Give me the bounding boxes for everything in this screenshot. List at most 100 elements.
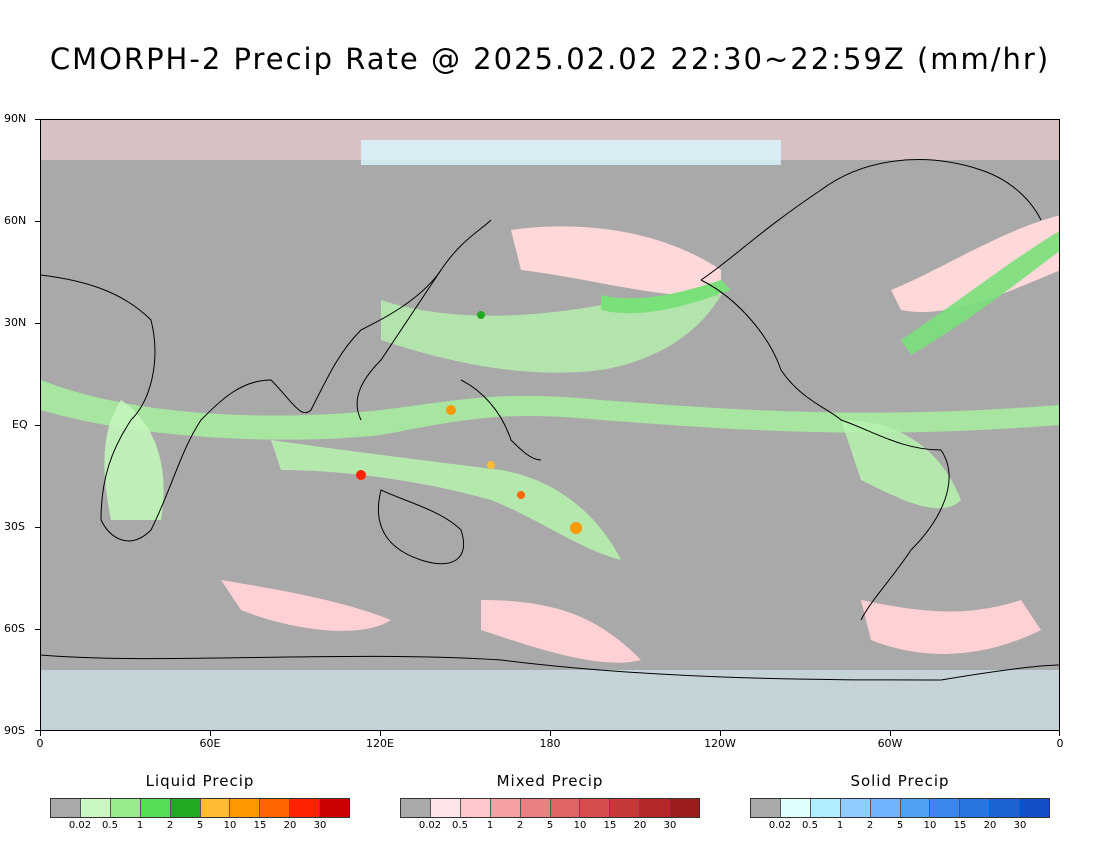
legend-swatch xyxy=(810,799,841,817)
npacific-mixed-area xyxy=(511,226,721,296)
x-tick xyxy=(890,731,891,736)
npacific-liquid-area xyxy=(381,295,721,373)
y-label-30n: 30N xyxy=(4,316,27,329)
natlantic-mixed-area xyxy=(891,215,1059,312)
legend-tick-label: 1 xyxy=(136,820,144,831)
legend-tick-label: 2 xyxy=(516,820,524,831)
legend-swatch xyxy=(140,799,171,817)
x-label-180: 180 xyxy=(539,737,561,750)
x-label-120w: 120W xyxy=(704,737,736,750)
x-label-120e: 120E xyxy=(366,737,394,750)
legend-tick-label: 10 xyxy=(223,820,237,831)
legend-swatch xyxy=(640,799,671,817)
spcz-band xyxy=(271,440,621,560)
legend-tick-label: 15 xyxy=(603,820,617,831)
y-label-90n: 90N xyxy=(4,112,27,125)
legend-swatch xyxy=(580,799,611,817)
y-label-60n: 60N xyxy=(4,214,27,227)
y-tick xyxy=(35,323,40,324)
legend-swatch xyxy=(550,799,581,817)
y-tick xyxy=(35,221,40,222)
legend-tick-label: 10 xyxy=(923,820,937,831)
atlantic-front xyxy=(901,231,1059,355)
x-tick xyxy=(550,731,551,736)
legend-swatch xyxy=(110,799,141,817)
legend-swatch xyxy=(230,799,261,817)
legend-swatch xyxy=(930,799,961,817)
heavy-precip-cell xyxy=(477,311,485,319)
legend-tick-label: 0.5 xyxy=(102,820,118,831)
legend-liquid: Liquid Precip 0.02 0.5 1 2 5 10 15 20 30 xyxy=(50,772,350,832)
y-tick xyxy=(35,425,40,426)
x-label-0: 0 xyxy=(36,737,44,750)
legend-swatch xyxy=(170,799,201,817)
heavy-precip-cell xyxy=(517,491,525,499)
south-atlantic-mixed xyxy=(861,600,1041,654)
coastlines xyxy=(41,159,1059,681)
legend-swatch xyxy=(401,799,431,817)
legend-tick-label: 5 xyxy=(546,820,554,831)
x-label-60e: 60E xyxy=(199,737,221,750)
africa-liquid-area xyxy=(104,400,164,520)
legend-tick-label: 1 xyxy=(836,820,844,831)
legend-swatch xyxy=(80,799,111,817)
legend-tick-label: 1 xyxy=(486,820,494,831)
legend-tick-label: 15 xyxy=(253,820,267,831)
y-label-eq: EQ xyxy=(12,418,28,431)
legend-swatch xyxy=(520,799,551,817)
legend-tick-label: 5 xyxy=(896,820,904,831)
legend-ticks: 0.02 0.5 1 2 5 10 15 20 30 xyxy=(400,818,700,832)
legend-swatch xyxy=(1020,799,1050,817)
legend-tick-label: 30 xyxy=(313,820,327,831)
heavy-precip-cell xyxy=(356,470,366,480)
x-tick xyxy=(210,731,211,736)
legend-swatch xyxy=(780,799,811,817)
legend-swatch xyxy=(430,799,461,817)
precip-map xyxy=(40,119,1060,731)
legend-tick-label: 30 xyxy=(663,820,677,831)
x-tick xyxy=(720,731,721,736)
x-label-60w: 60W xyxy=(877,737,903,750)
precip-map-svg xyxy=(41,120,1059,730)
heavy-precip-cell xyxy=(487,461,495,469)
y-label-90s: 90S xyxy=(4,724,25,737)
y-label-30s: 30S xyxy=(4,520,25,533)
legend-swatch xyxy=(610,799,641,817)
heavy-precip-cell xyxy=(446,405,456,415)
legend-swatch xyxy=(260,799,291,817)
legend-title: Solid Precip xyxy=(850,772,950,790)
map-title: CMORPH-2 Precip Rate @ 2025.02.02 22:30~… xyxy=(49,42,1051,76)
legend-title: Mixed Precip xyxy=(496,772,604,790)
legend-title: Liquid Precip xyxy=(145,772,255,790)
legend-tick-label: 0.02 xyxy=(768,820,792,831)
arctic-solid-band xyxy=(361,140,781,165)
legend-swatch xyxy=(320,799,350,817)
heavy-precip-cell xyxy=(570,522,582,534)
y-tick xyxy=(35,629,40,630)
x-tick xyxy=(1059,731,1060,736)
legend-tick-label: 2 xyxy=(166,820,174,831)
legend-tick-label: 0.5 xyxy=(802,820,818,831)
legend-swatch xyxy=(670,799,700,817)
itcz-band xyxy=(41,380,1059,440)
legend-tick-label: 0.5 xyxy=(452,820,468,831)
antarctic-solid-band xyxy=(41,670,1059,730)
legend-swatch xyxy=(870,799,901,817)
y-label-60s: 60S xyxy=(4,622,25,635)
legend-swatch xyxy=(51,799,81,817)
legend-swatch xyxy=(751,799,781,817)
legend-tick-label: 10 xyxy=(573,820,587,831)
legend-tick-label: 15 xyxy=(953,820,967,831)
legend-swatch xyxy=(990,799,1021,817)
legend-swatch xyxy=(290,799,321,817)
legend-ticks: 0.02 0.5 1 2 5 10 15 20 30 xyxy=(750,818,1050,832)
south-indian-mixed xyxy=(221,580,391,631)
legend-tick-label: 5 xyxy=(196,820,204,831)
legend-tick-label: 20 xyxy=(633,820,647,831)
legend-tick-label: 20 xyxy=(283,820,297,831)
legend-mixed: Mixed Precip 0.02 0.5 1 2 5 10 15 20 30 xyxy=(400,772,700,832)
x-tick xyxy=(40,731,41,736)
legend-swatch xyxy=(960,799,991,817)
legend-swatches xyxy=(50,798,350,818)
legend-tick-label: 0.02 xyxy=(418,820,442,831)
